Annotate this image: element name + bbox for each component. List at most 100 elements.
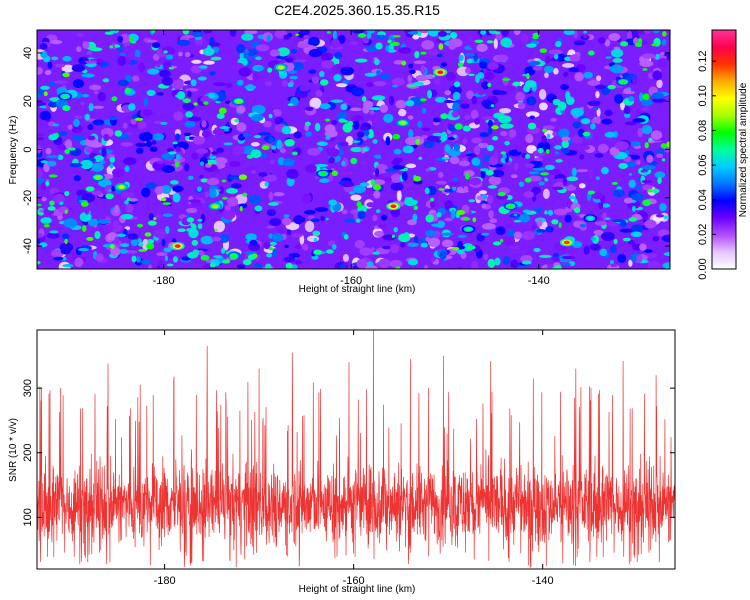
heatmap-cell [160,197,167,202]
heatmap-cell [349,107,362,112]
heatmap-cell [529,115,536,120]
heatmap-cell [486,194,494,204]
heatmap-cell [186,217,195,223]
heatmap-cell [627,96,635,102]
heatmap-cell [341,160,346,167]
heatmap-cell [62,123,69,132]
heatmap-cell [624,121,637,126]
heatmap-cell [138,249,147,252]
heatmap-cell [451,110,460,118]
heatmap-cell [553,265,562,269]
heatmap-cell [235,194,248,205]
heatmap-cell [375,42,383,50]
heatmap-cell [392,157,404,164]
heatmap-cell [244,49,249,54]
heatmap-cell [328,70,336,74]
heatmap-cell [45,147,52,155]
heatmap-cell [268,113,273,119]
heatmap-cell [553,53,559,60]
heatmap-cell [312,230,321,237]
heatmap-cell [525,43,537,48]
heatmap-cell [362,148,368,152]
heatmap-cell [125,57,132,64]
heatmap-cell [37,101,47,106]
heatmap-cell [62,72,70,78]
heatmap-cell [331,170,339,177]
heatmap-cell [81,225,87,232]
heatmap-y-tick-label: 0 [22,146,34,152]
heatmap-cell [366,261,374,267]
heatmap-cell [381,214,388,221]
heatmap-cell [212,46,219,53]
heatmap-cell [528,60,541,66]
heatmap-cell [291,151,298,156]
heatmap-cell [331,244,337,250]
heatmap-cell [302,243,309,251]
heatmap-cell [40,51,48,59]
heatmap-cell [49,230,59,234]
heatmap-cell [146,242,155,250]
heatmap-cell [558,222,562,229]
heatmap-cell [643,249,653,254]
heatmap-cell [183,35,195,39]
heatmap-cell [102,173,114,180]
heatmap-cell [95,58,104,66]
heatmap-cell [147,68,160,75]
heatmap-cell [213,82,226,86]
heatmap-cell [471,32,480,41]
heatmap-cell [50,249,64,258]
heatmap-cell [501,30,509,37]
heatmap-cell [500,37,513,48]
heatmap-cell [456,209,466,216]
heatmap-cell [441,232,455,236]
heatmap-cell [111,96,118,102]
heatmap-cell [128,36,133,43]
heatmap-cell [120,213,134,220]
heatmap-cell [385,136,391,146]
heatmap-cell [248,194,261,205]
spectrogram-panel: -180 -160 -140 -40 -20 0 20 40 Height of strai… [8,29,671,295]
heatmap-cell [141,187,151,198]
heatmap-cell [276,228,285,234]
heatmap-cell [59,201,64,205]
heatmap-cell [125,74,132,82]
heatmap-cell [330,99,344,103]
heatmap-cell [427,237,441,248]
heatmap-cell [140,259,152,265]
heatmap-cell [578,115,588,119]
heatmap-cell [57,154,64,161]
heatmap-cell [251,114,264,122]
heatmap-cell [65,139,73,150]
heatmap-cell [268,247,274,251]
heatmap-y-tick-label: 40 [22,47,34,59]
heatmap-cell [597,143,609,154]
heatmap-cell [590,236,596,241]
heatmap-cell [338,264,347,269]
heatmap-cell [53,256,64,261]
heatmap-cell [405,136,419,146]
heatmap-cell [420,51,427,55]
heatmap-cell [573,207,581,214]
heatmap-cell [412,213,418,222]
heatmap-cell [332,30,337,41]
heatmap-cell [568,67,580,73]
heatmap-cell [299,216,306,223]
heatmap-cell [609,259,615,265]
heatmap-cell [184,120,196,128]
heatmap-cell [453,142,461,152]
heatmap-cell [431,223,442,227]
heatmap-cell [610,244,617,254]
heatmap-cell [595,90,600,99]
heatmap-cell [368,107,382,111]
heatmap-cell [162,202,172,205]
heatmap-cell [109,45,114,49]
heatmap-cell [187,116,202,122]
heatmap-cell [661,39,667,46]
heatmap-cell [288,253,301,258]
heatmap-cell [480,232,490,236]
heatmap-cell [354,58,368,63]
heatmap-cell [554,145,562,150]
heatmap-cell [59,242,74,253]
heatmap-cell [413,60,427,64]
heatmap-cell [542,188,550,200]
